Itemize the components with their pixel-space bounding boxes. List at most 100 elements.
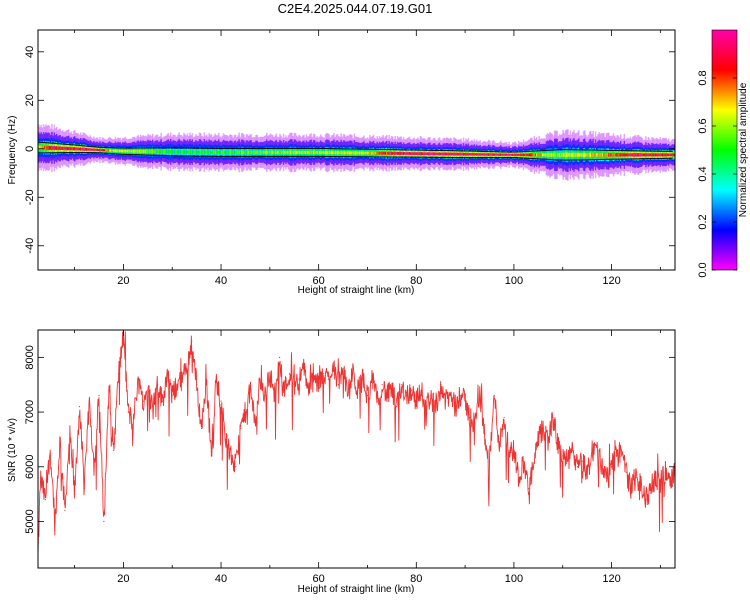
spectrogram-cell (606, 152, 609, 157)
snr-point (459, 395, 461, 397)
spectrogram-cell (652, 153, 654, 157)
spectrogram-cell (153, 150, 155, 153)
spectrogram-cell (152, 149, 154, 154)
spectrogram-cell (96, 148, 99, 152)
spectrogram-cell (46, 145, 48, 150)
spectrogram-cell (386, 151, 388, 155)
snr-point (191, 340, 193, 342)
spectrogram-ytick-label: 0 (24, 146, 36, 152)
spectrogram-cell (434, 152, 436, 156)
spectrogram-cell (128, 150, 130, 153)
snr-point (78, 406, 81, 408)
spectrogram-cell (39, 145, 41, 150)
spectrogram-cell (658, 153, 660, 157)
snr-point (640, 482, 642, 484)
spectrogram-frame (37, 29, 676, 271)
spectrogram-cell (540, 153, 543, 157)
spectrogram-ylabel: Frequency (Hz) (7, 116, 18, 185)
snr-xtick-label: 20 (117, 573, 129, 585)
colorbar-tick-label: 0.0 (697, 262, 709, 277)
spectrogram-cell (330, 150, 333, 155)
spectrogram-cell (182, 150, 184, 154)
spectrogram-cell (521, 153, 524, 156)
spectrogram-cell (494, 153, 496, 156)
snr-point (386, 395, 388, 397)
spectrogram-cell (286, 151, 288, 154)
spectrogram-cell (52, 146, 54, 150)
snr-point (503, 416, 505, 419)
spectrogram-cell (195, 150, 197, 154)
snr-point (410, 389, 413, 391)
spectrogram-cell (225, 150, 227, 154)
spectrogram-cell (168, 150, 171, 154)
spectrogram-cell (136, 149, 138, 153)
spectrogram-cell (232, 151, 234, 154)
spectrogram-cell (447, 152, 449, 156)
spectrogram-cell (266, 150, 268, 155)
spectrogram-cell (563, 152, 566, 157)
snr-point (74, 493, 76, 495)
snr-point (69, 433, 71, 435)
spectrogram-cell (90, 148, 93, 151)
spectrogram-cell (66, 146, 69, 151)
spectrogram-cell (219, 150, 221, 154)
spectrogram-cell (249, 150, 251, 155)
spectrogram-cell (224, 150, 226, 155)
spectrogram-cell (228, 150, 231, 155)
spectrogram-cell (117, 149, 119, 153)
spectrogram-cell (329, 151, 332, 154)
spectrogram-cell (189, 150, 191, 154)
snr-line (38, 330, 675, 557)
snr-point (420, 389, 422, 391)
spectrogram-cell (498, 153, 501, 156)
spectrogram-cell (485, 153, 488, 156)
spectrogram-cell (484, 153, 486, 156)
band-edge-upper (38, 141, 673, 153)
snr-point (264, 395, 266, 397)
snr-point (176, 384, 178, 386)
snr-point (557, 444, 559, 446)
spectrogram-cell (190, 150, 192, 154)
spectrogram-cell (218, 150, 220, 155)
spectrogram-cell (360, 151, 363, 155)
spectrogram-cell (77, 147, 80, 151)
spectrogram-cell (62, 146, 64, 151)
spectrogram-cell (437, 152, 440, 156)
snr-point (303, 367, 305, 369)
spectrogram-cell (513, 153, 515, 156)
snr-point (98, 395, 100, 397)
spectrogram-cell (443, 152, 446, 156)
spectrogram-cell (482, 153, 484, 156)
spectrogram-cell (602, 152, 604, 157)
spectrogram-cell (134, 150, 136, 153)
spectrogram-cell (500, 153, 502, 156)
spectrogram-cell (344, 151, 346, 155)
spectrogram-cell (578, 152, 580, 158)
spectrogram-cell (454, 152, 456, 156)
snr-point (313, 378, 315, 380)
spectrogram-cell (257, 151, 260, 154)
snr-point (606, 471, 608, 473)
spectrogram-cell (669, 153, 671, 157)
spectrogram-cell (316, 150, 318, 154)
spectrogram-cell (364, 151, 366, 155)
spectrogram-cell (460, 152, 462, 156)
snr-point (444, 400, 447, 402)
spectrogram-cell (234, 150, 237, 155)
snr-point (425, 406, 427, 408)
spectrogram-cell (118, 149, 120, 153)
snr-point (615, 455, 618, 457)
spectrogram-cell (642, 153, 645, 157)
spectrogram-cell (588, 152, 591, 157)
spectrogram-cell (45, 145, 47, 150)
snr-point (513, 449, 515, 451)
spectrogram-cell (212, 150, 214, 154)
spectrogram-cell (119, 149, 122, 153)
spectrogram-cell (336, 150, 339, 155)
snr-point (254, 422, 256, 424)
spectrogram-cell (338, 151, 340, 155)
spectrogram-band (38, 124, 675, 181)
spectrogram-cell (143, 150, 146, 153)
spectrogram-cell (102, 149, 105, 152)
spectrogram-cell (320, 150, 322, 155)
